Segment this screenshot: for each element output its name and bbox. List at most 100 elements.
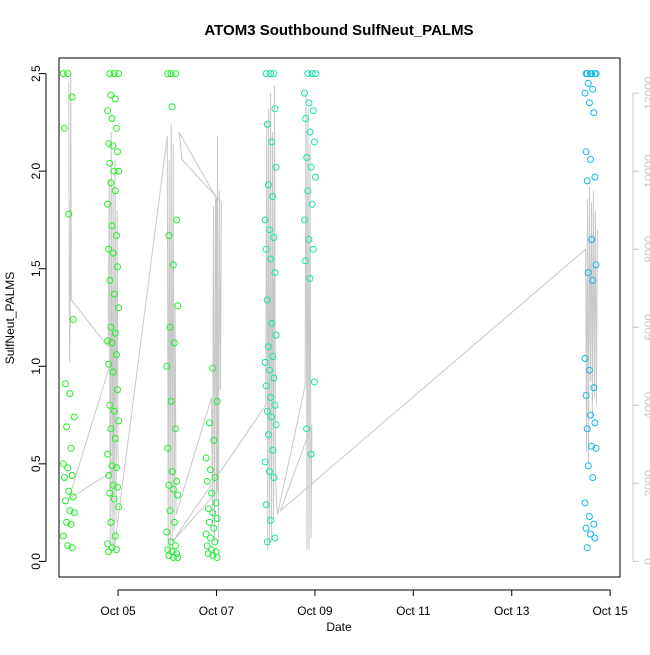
data-point xyxy=(308,200,316,208)
data-point xyxy=(582,392,590,399)
data-point xyxy=(109,249,117,257)
data-point xyxy=(203,477,211,485)
data-point xyxy=(211,474,219,481)
data-point xyxy=(105,360,113,368)
data-point xyxy=(261,458,269,466)
right-y-axis: 0 2000 4000 6000 8000 10000 12000 xyxy=(632,76,650,565)
data-point xyxy=(104,200,112,208)
right-tick-label: 12000 xyxy=(642,76,650,110)
data-point xyxy=(587,156,594,163)
data-point xyxy=(272,331,280,339)
data-point xyxy=(110,70,118,78)
data-point xyxy=(114,386,121,394)
data-point xyxy=(166,323,174,331)
data-point xyxy=(107,323,115,331)
data-point xyxy=(204,550,212,558)
data-point xyxy=(70,413,78,421)
data-point xyxy=(66,507,74,515)
data-point xyxy=(303,154,311,161)
left-tick-label: 1.0 xyxy=(29,358,43,375)
data-point xyxy=(266,468,273,476)
data-point xyxy=(107,425,115,433)
data-point xyxy=(65,487,73,495)
data-point xyxy=(304,70,312,78)
data-point xyxy=(110,407,118,415)
data-point xyxy=(271,269,279,277)
data-point xyxy=(212,499,220,507)
data-point xyxy=(588,442,596,450)
data-point xyxy=(211,538,219,546)
data-point xyxy=(109,481,117,489)
data-point xyxy=(164,70,172,78)
data-point xyxy=(209,552,217,559)
x-tick-label: Oct 11 xyxy=(396,604,431,618)
data-point xyxy=(115,503,123,511)
altitude-series-layer xyxy=(67,73,598,554)
x-tick-label: Oct 05 xyxy=(100,604,136,618)
data-point xyxy=(114,483,121,491)
data-points-layer xyxy=(59,70,600,561)
right-tick-label: 10000 xyxy=(642,154,650,188)
data-point xyxy=(104,450,112,458)
data-point xyxy=(582,524,590,532)
data-point xyxy=(174,554,182,561)
data-point xyxy=(60,124,68,132)
data-point xyxy=(303,425,311,433)
data-point xyxy=(590,109,598,117)
right-tick-label: 2000 xyxy=(642,470,650,497)
data-point xyxy=(263,538,271,546)
data-point xyxy=(163,528,171,536)
data-point xyxy=(584,79,592,87)
data-point xyxy=(111,329,119,337)
data-point xyxy=(112,546,120,554)
data-point xyxy=(172,425,179,433)
data-point xyxy=(269,193,277,200)
right-tick-label: 6000 xyxy=(642,314,650,341)
data-point xyxy=(307,163,315,171)
data-point xyxy=(174,302,182,310)
data-point xyxy=(213,554,221,561)
data-point xyxy=(592,444,600,452)
data-point xyxy=(210,436,218,444)
plot-frame xyxy=(58,57,621,578)
data-point xyxy=(104,337,112,345)
data-point xyxy=(307,450,315,458)
data-point xyxy=(112,351,120,359)
x-axis: Oct 05 Oct 07 Oct 09 Oct 11 Oct 13 Oct 15 xyxy=(100,589,628,618)
data-point xyxy=(267,255,275,263)
data-point xyxy=(108,339,116,347)
data-point xyxy=(63,423,71,431)
x-tick-label: Oct 09 xyxy=(297,604,333,618)
data-point xyxy=(165,232,173,240)
data-point xyxy=(164,444,172,452)
data-point xyxy=(270,374,278,382)
x-axis-label: Date xyxy=(326,620,352,634)
data-point xyxy=(163,362,171,370)
data-point xyxy=(111,435,119,442)
data-point xyxy=(308,70,316,78)
data-point xyxy=(106,489,114,497)
data-point xyxy=(269,353,277,360)
data-point xyxy=(583,177,591,185)
data-point xyxy=(271,401,279,409)
data-point xyxy=(266,366,273,374)
data-point xyxy=(263,407,271,415)
data-point xyxy=(301,216,308,224)
data-point xyxy=(115,417,123,425)
data-point xyxy=(105,472,113,479)
data-point xyxy=(112,232,120,240)
data-point xyxy=(312,173,319,181)
left-tick-label: 2.0 xyxy=(29,163,43,180)
data-point xyxy=(589,474,597,481)
data-point xyxy=(202,454,210,462)
data-point xyxy=(107,179,115,187)
data-point xyxy=(69,493,77,501)
data-point xyxy=(266,226,273,234)
data-point xyxy=(310,138,318,146)
data-point xyxy=(587,411,594,419)
data-point xyxy=(262,382,270,390)
data-point xyxy=(169,485,177,493)
data-point xyxy=(309,245,317,253)
data-point xyxy=(104,107,112,115)
data-point xyxy=(582,148,590,156)
